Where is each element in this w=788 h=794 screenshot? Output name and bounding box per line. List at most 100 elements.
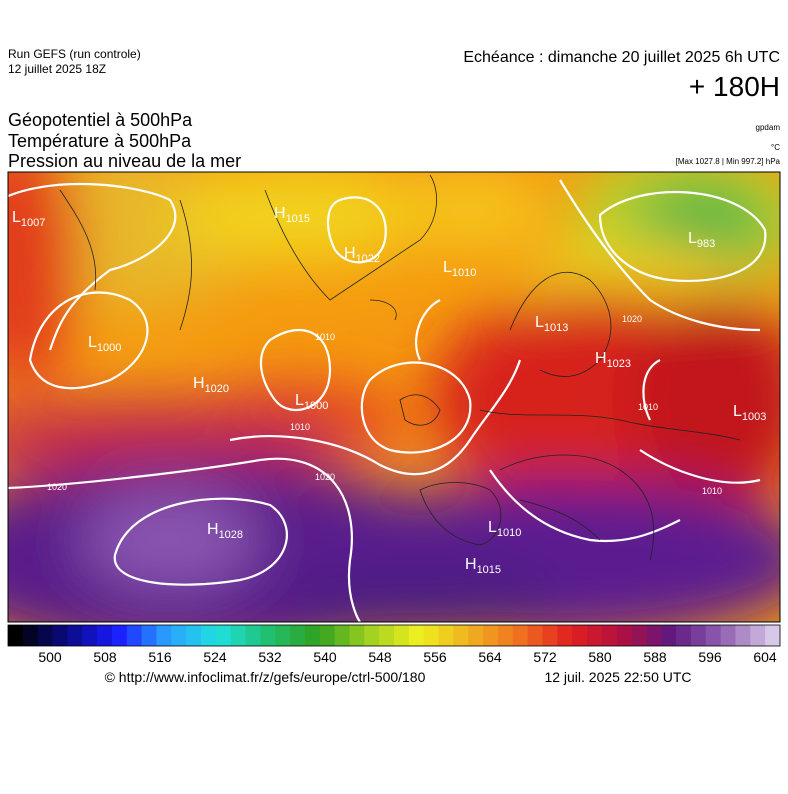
colorbar-swatch [394, 625, 410, 646]
pressure-value: 1007 [21, 217, 45, 229]
colorbar-swatch [186, 625, 202, 646]
pressure-center: H1028 [207, 521, 243, 541]
colorbar-label: 516 [148, 649, 172, 665]
colorbar-swatch [750, 625, 766, 646]
colorbar-swatch [631, 625, 647, 646]
colorbar-swatch [37, 625, 53, 646]
colorbar-frame [7, 624, 781, 647]
colorbar-swatch [423, 625, 439, 646]
pressure-kind: L [443, 259, 452, 276]
colorbar-swatch [201, 625, 217, 646]
pressure-center: L1003 [733, 403, 766, 423]
unit: [Max 1027.8 | Min 997.2] hPa [676, 157, 781, 166]
isobar-label: 1010 [315, 332, 335, 342]
pressure-kind: H [274, 205, 286, 222]
isobar-label: 1010 [638, 402, 658, 412]
colorbar-swatch [290, 625, 306, 646]
isobar-label: 1020 [622, 314, 642, 324]
pressure-value: 1023 [607, 358, 631, 370]
colorbar-label: 604 [753, 649, 777, 665]
colorbar-label: 580 [588, 649, 612, 665]
colorbar-swatch [260, 625, 276, 646]
colorbar-swatch [483, 625, 499, 646]
pressure-value: 1022 [356, 253, 380, 265]
pressure-kind: H [344, 245, 356, 262]
colorbar-swatch [141, 625, 157, 646]
colorbar-label: 524 [203, 649, 227, 665]
colorbar-swatch [126, 625, 143, 646]
run-label: Run GEFS (run controle) [8, 47, 141, 61]
generated-time: 12 juil. 2025 22:50 UTC [544, 669, 691, 685]
colorbar-label: 508 [93, 649, 117, 665]
pressure-value: 1013 [544, 322, 568, 334]
isobar-label: 1020 [47, 482, 67, 492]
colorbar-swatch [705, 625, 722, 646]
map-frame [7, 171, 781, 623]
colorbar-swatch [379, 625, 395, 646]
pressure-kind: L [733, 403, 742, 420]
pressure-center: L1000 [88, 334, 121, 354]
colorbar-swatch [497, 625, 514, 646]
colorbar-label: 540 [313, 649, 337, 665]
colorbar-swatch [97, 625, 113, 646]
pressure-value: 1028 [219, 529, 243, 541]
pressure-center: L1010 [488, 519, 521, 539]
pressure-center: L1013 [535, 314, 568, 334]
lead-time: + 180H [689, 71, 780, 102]
title: Température à 500hPa [8, 131, 192, 151]
colorbar-label: 588 [643, 649, 667, 665]
colorbar-swatch [275, 625, 291, 646]
isobar-label: 1020 [315, 472, 335, 482]
colorbar-label: 532 [258, 649, 282, 665]
colorbar-swatch [438, 625, 454, 646]
unit: °C [771, 143, 780, 152]
colorbar-swatch [22, 625, 39, 646]
pressure-center: H1020 [193, 375, 229, 395]
pressure-value: 1000 [97, 342, 121, 354]
pressure-center: L983 [688, 230, 715, 250]
pressure-kind: L [688, 230, 697, 247]
colorbar-swatch [230, 625, 246, 646]
colorbar-swatch [557, 625, 573, 646]
colorbar-swatch [527, 625, 543, 646]
pressure-kind: L [12, 209, 21, 226]
colorbar-swatch [67, 625, 83, 646]
colorbar-swatch [304, 625, 321, 646]
colorbar-swatch [334, 625, 350, 646]
pressure-center: H1015 [274, 205, 310, 225]
pressure-value: 983 [697, 238, 715, 250]
colorbar-swatch [646, 625, 662, 646]
colorbar-swatch [364, 625, 380, 646]
run-date: 12 juillet 2025 18Z [8, 62, 106, 76]
title: Pression au niveau de la mer [8, 151, 241, 171]
pressure-value: 1003 [742, 411, 766, 423]
colorbar-swatch [661, 625, 677, 646]
pressure-center: L1010 [443, 259, 476, 279]
isobar-label: 1010 [290, 422, 310, 432]
colorbar-swatch [245, 625, 261, 646]
colorbar-swatch [453, 625, 469, 646]
colorbar-swatch [156, 625, 172, 646]
pressure-value: 1010 [497, 527, 521, 539]
colorbar-swatch [408, 625, 425, 646]
colorbar-swatch [111, 625, 128, 646]
colorbar-label: 596 [698, 649, 722, 665]
pressure-kind: L [88, 334, 97, 351]
pressure-center: L1007 [12, 209, 45, 229]
colorbar-swatch [52, 625, 68, 646]
pressure-center: H1022 [344, 245, 380, 265]
valid-time: Echéance : dimanche 20 juillet 2025 6h U… [463, 49, 780, 66]
colorbar-swatch [765, 625, 781, 646]
colorbar-label: 572 [533, 649, 557, 665]
pressure-kind: L [295, 392, 304, 409]
colorbar-swatch [8, 625, 24, 646]
colorbar-label: 548 [368, 649, 392, 665]
unit: gpdam [756, 123, 781, 132]
pressure-kind: H [207, 521, 219, 538]
colorbar-swatch [572, 625, 588, 646]
title: Géopotentiel à 500hPa [8, 110, 193, 130]
pressure-value: 1015 [477, 564, 501, 576]
colorbar-swatch [735, 625, 751, 646]
pressure-value: 1015 [286, 213, 310, 225]
